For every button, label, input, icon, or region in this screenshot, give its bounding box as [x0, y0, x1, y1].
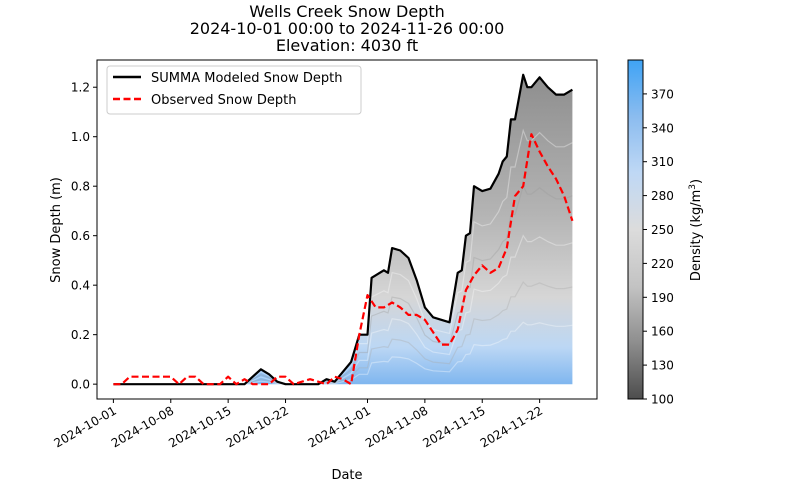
x-axis-label: Date	[331, 468, 362, 483]
y-axis-label: Snow Depth (m)	[49, 177, 64, 283]
x-tick-label: 2024-11-08	[363, 403, 430, 450]
colorbar-ticks: 100 130 160 190 220 250 280 310 340 370	[643, 87, 674, 407]
x-axis-ticks: 2024-10-012024-10-082024-10-152024-10-22…	[51, 399, 545, 450]
legend-box	[106, 65, 362, 115]
legend-label-modeled: SUMMA Modeled Snow Depth	[151, 71, 342, 86]
series-lines	[113, 73, 574, 386]
colorbar: 100 130 160 190 220 250 280 310 340 370 Density (…	[627, 59, 704, 407]
y-tick-label: 1.0	[71, 130, 90, 144]
colorbar-tick-label: 340	[651, 121, 674, 135]
x-tick-label: 2024-10-22	[224, 403, 291, 450]
density-area-fill	[113, 74, 573, 385]
colorbar-tick-label: 130	[651, 359, 674, 373]
legend-label-observed: Observed Snow Depth	[151, 93, 296, 108]
x-tick-label: 2024-10-15	[166, 403, 233, 450]
colorbar-tick-label: 310	[651, 155, 674, 169]
x-tick-label: 2024-11-01	[306, 403, 373, 450]
y-tick-label: 0.8	[71, 180, 90, 194]
series-line-modeled	[113, 73, 573, 386]
x-tick-label: 2024-11-15	[420, 403, 487, 450]
colorbar-tick-label: 220	[651, 257, 674, 271]
colorbar-tick-label: 370	[651, 87, 674, 101]
x-tick-label: 2024-11-22	[478, 403, 545, 450]
chart-title-line-2: 2024-10-01 00:00 to 2024-11-26 00:00	[190, 19, 505, 38]
colorbar-tick-label: 190	[651, 291, 674, 305]
colorbar-label: Density (kg/m3)	[688, 179, 704, 281]
plot-frame	[96, 59, 598, 400]
legend: SUMMA Modeled Snow Depth Observed Snow D…	[106, 65, 362, 115]
y-tick-label: 0.6	[71, 229, 90, 243]
y-tick-label: 0.4	[71, 279, 90, 293]
colorbar-label-superscript: 3	[688, 184, 698, 190]
colorbar-gradient	[627, 59, 644, 400]
y-axis-ticks: 0.0 0.2 0.4 0.6 0.8 1.0 1.2	[71, 81, 97, 392]
chart-title-line-3: Elevation: 4030 ft	[276, 36, 418, 55]
x-tick-label: 2024-10-08	[109, 403, 176, 450]
x-tick-label: 2024-10-01	[51, 403, 118, 450]
y-tick-label: 0.2	[71, 328, 90, 342]
y-tick-label: 1.2	[71, 81, 90, 95]
chart-title-line-1: Wells Creek Snow Depth	[249, 2, 444, 21]
series-line-observed	[113, 133, 574, 386]
colorbar-tick-label: 280	[651, 189, 674, 203]
y-tick-label: 0.0	[71, 378, 90, 392]
colorbar-tick-label: 160	[651, 325, 674, 339]
colorbar-tick-label: 250	[651, 223, 674, 237]
colorbar-tick-label: 100	[651, 393, 674, 407]
